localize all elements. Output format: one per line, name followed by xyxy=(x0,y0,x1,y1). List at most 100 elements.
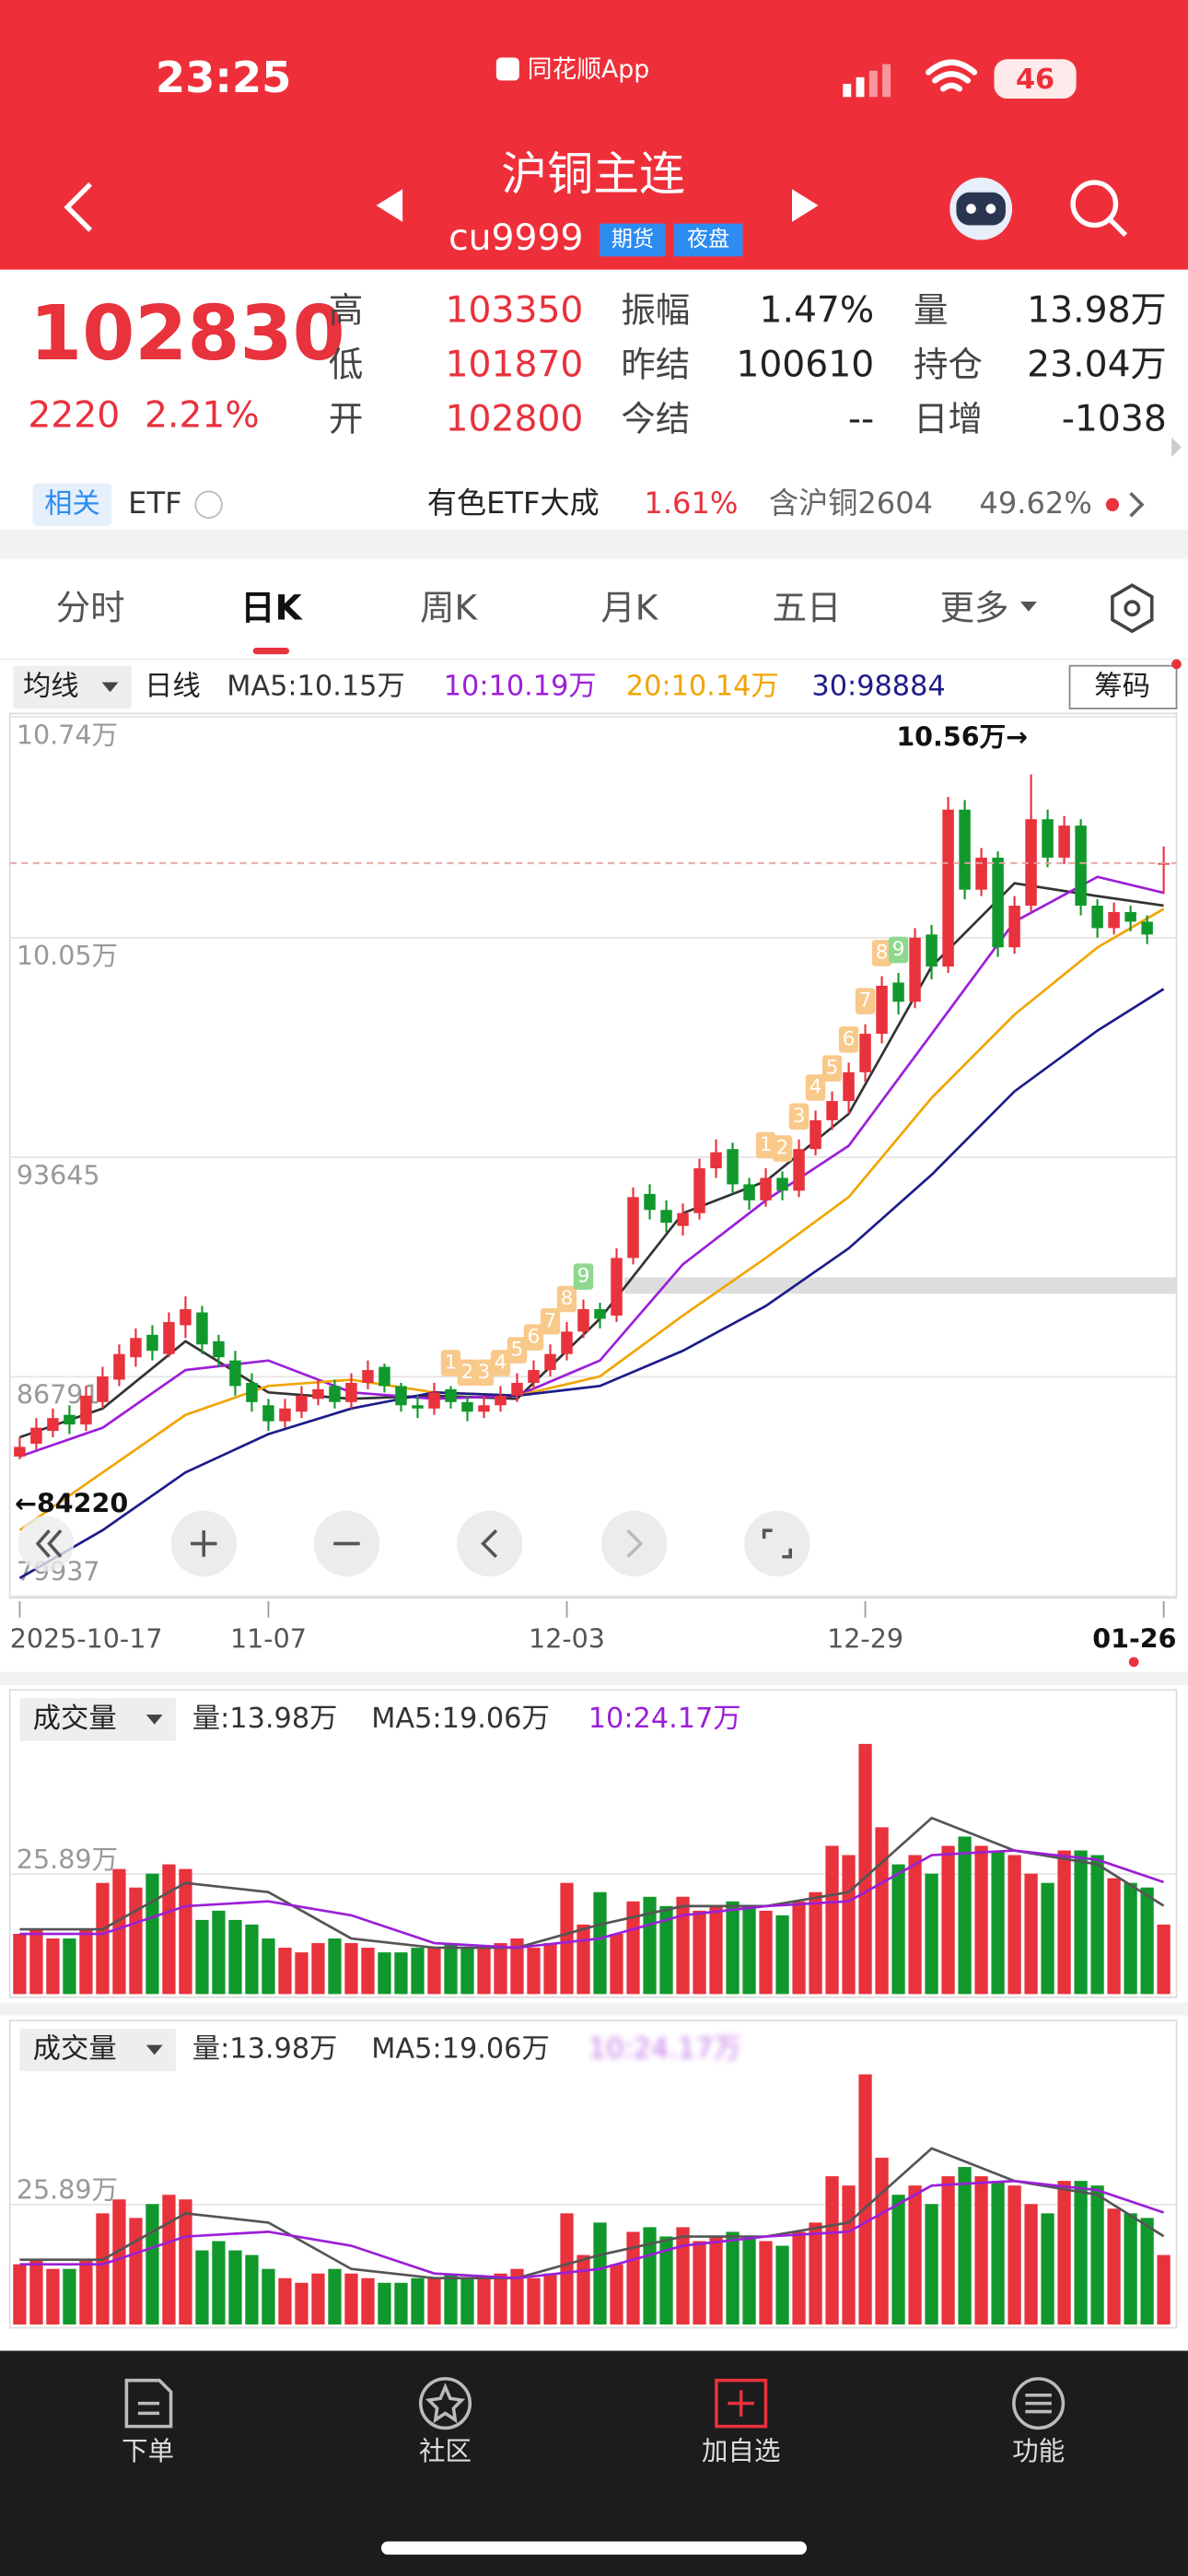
chip-button-bg[interactable] xyxy=(1068,664,1178,709)
volume-bar xyxy=(1157,1924,1171,1995)
volume-bar xyxy=(626,2231,640,2325)
etf-label[interactable]: ETF xyxy=(128,486,181,521)
fullscreen[interactable] xyxy=(744,1510,810,1577)
max-label: 10.56万→ xyxy=(896,721,1028,752)
volume-bar xyxy=(693,1910,706,1995)
field-label: 量 xyxy=(914,290,948,331)
nav-label[interactable]: 社区 xyxy=(419,2436,472,2466)
volume-bar xyxy=(1024,1873,1038,1995)
nav-label[interactable]: 加自选 xyxy=(702,2436,781,2466)
nav-icon-func xyxy=(1012,2377,1066,2430)
robot-icon[interactable] xyxy=(949,177,1013,240)
volume-ma-line xyxy=(19,2147,1165,2280)
volume-title[interactable]: 成交量 xyxy=(33,2033,117,2066)
volume-bar xyxy=(858,2074,872,2325)
y-tick-label: 10.05万 xyxy=(17,941,118,971)
volume-selector[interactable] xyxy=(19,1698,176,1741)
tab[interactable]: 周K xyxy=(420,587,478,627)
dropdown xyxy=(1020,602,1037,612)
scroll-right[interactable] xyxy=(601,1510,668,1577)
volume-bar xyxy=(494,2273,507,2325)
candle-body xyxy=(379,1366,390,1387)
td-marker: 3 xyxy=(793,1105,806,1128)
settings-icon[interactable] xyxy=(1111,583,1154,634)
volume-legend: 量:13.98万 xyxy=(192,2033,338,2066)
volume-ma-line xyxy=(19,2179,1165,2280)
nav-label[interactable]: 下单 xyxy=(122,2436,174,2466)
td-marker: 1 xyxy=(760,1133,773,1156)
candle-body xyxy=(196,1312,208,1345)
candle-body xyxy=(511,1382,523,1396)
volume-bar xyxy=(941,1845,955,1995)
back-button[interactable] xyxy=(64,181,93,232)
next-contract[interactable] xyxy=(792,189,819,222)
tab[interactable]: 五日 xyxy=(773,587,842,627)
collapse-icon xyxy=(35,1529,63,1558)
nav-label[interactable]: 功能 xyxy=(1012,2436,1065,2466)
collapse-button[interactable] xyxy=(17,1516,75,1572)
candle-body xyxy=(1124,911,1136,922)
volume-legend: 10:24.17万 xyxy=(588,1703,741,1735)
volume-bar xyxy=(179,2199,192,2325)
prev-contract[interactable] xyxy=(376,189,403,222)
volume-bar xyxy=(1124,2213,1137,2325)
candle-body xyxy=(843,1071,855,1102)
min-label: ←84220 xyxy=(15,1489,128,1519)
y-tick-label: 25.89万 xyxy=(17,2175,118,2206)
volume-bar xyxy=(543,1943,557,1995)
search-icon[interactable] xyxy=(1070,180,1128,238)
holding: 含沪铜2604 xyxy=(769,486,933,521)
volume-bar xyxy=(1024,2204,1038,2325)
scroll-left[interactable] xyxy=(457,1510,523,1577)
ma-line xyxy=(18,875,1164,1458)
volume-bar xyxy=(1107,2208,1121,2325)
app-icon xyxy=(495,57,519,81)
ma-line xyxy=(18,907,1165,1531)
candle-body xyxy=(395,1386,407,1406)
volume-bar xyxy=(974,1845,988,1995)
etf-name[interactable]: 有色ETF大成 xyxy=(427,486,600,521)
volume-bar xyxy=(411,2277,425,2325)
price-change-pct: 2.21% xyxy=(145,395,260,437)
ma-legend: 20:10.14万 xyxy=(626,670,779,702)
tab[interactable]: 日K xyxy=(240,587,303,627)
arrow[interactable] xyxy=(1129,492,1145,518)
volume-bar xyxy=(742,1905,756,1995)
volume-selector[interactable] xyxy=(19,2028,176,2072)
volume-bar xyxy=(112,2199,126,2325)
candle-body xyxy=(859,1034,871,1072)
chip-band xyxy=(624,1277,1177,1294)
volume-bar xyxy=(444,1943,458,1995)
ma-line xyxy=(18,882,1164,1439)
field-label: 持仓 xyxy=(914,344,983,384)
candle-body xyxy=(677,1212,689,1226)
td-marker: 4 xyxy=(495,1351,507,1374)
field-label: 昨结 xyxy=(621,344,690,384)
volume-bar xyxy=(941,2176,955,2325)
ma-type[interactable]: 均线 xyxy=(23,670,79,702)
td-marker-bg xyxy=(821,1055,843,1082)
panel-separator xyxy=(0,2002,1188,2016)
candle-body xyxy=(345,1382,357,1402)
ma-legend: 10:10.19万 xyxy=(444,670,597,702)
candle-body xyxy=(1091,906,1103,929)
volume-bar xyxy=(693,2241,706,2325)
volume-bar xyxy=(1041,1882,1054,1995)
tab[interactable]: 分时 xyxy=(56,587,125,627)
volume-title[interactable]: 成交量 xyxy=(33,1703,117,1735)
td-marker: 7 xyxy=(859,989,872,1013)
candle-body xyxy=(478,1405,490,1412)
chip-button[interactable]: 筹码 xyxy=(1094,670,1150,702)
candle-body xyxy=(279,1408,291,1422)
candle-body xyxy=(180,1309,192,1326)
candle-body xyxy=(992,857,1004,948)
candle-body xyxy=(942,809,954,967)
tab-indicator xyxy=(252,648,290,655)
volume-bar xyxy=(344,1943,358,1995)
help-icon[interactable] xyxy=(194,490,223,519)
tab[interactable]: 更多 xyxy=(940,587,1009,627)
tab[interactable]: 月K xyxy=(600,587,658,627)
volume-bar xyxy=(494,1943,507,1995)
volume-bar xyxy=(311,2273,325,2325)
